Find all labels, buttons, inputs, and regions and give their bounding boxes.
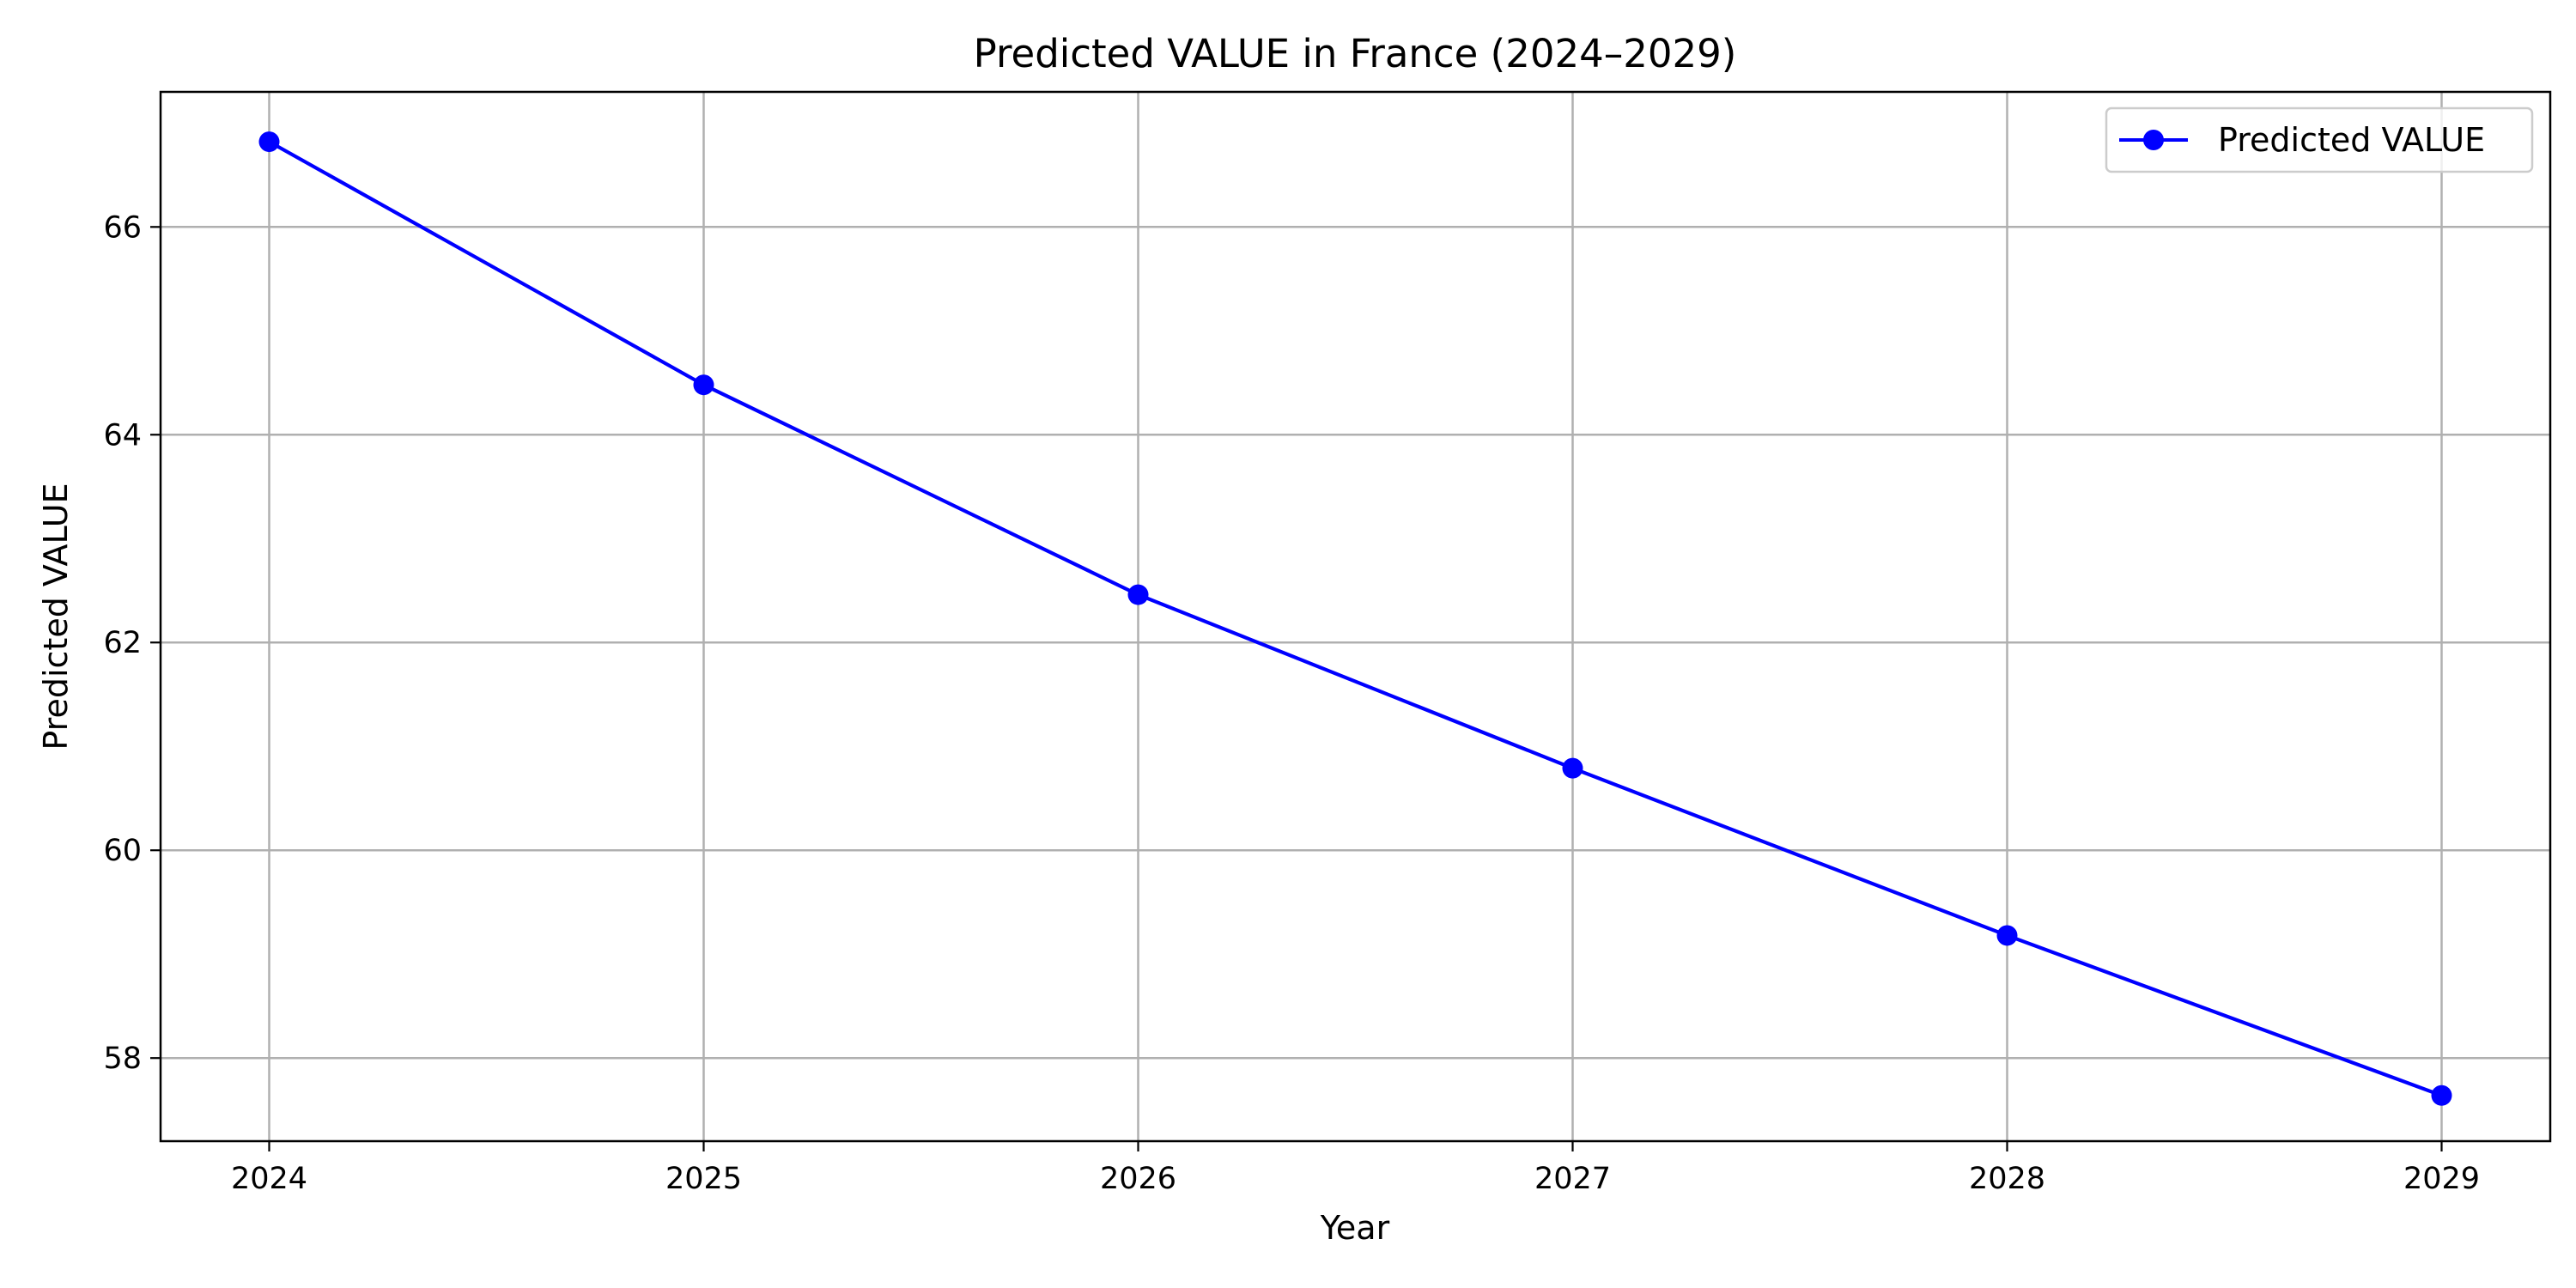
legend-box	[2105, 106, 2534, 173]
series-line	[268, 140, 2443, 1097]
y-tick-label: 66	[103, 210, 142, 245]
x-tick-label: 2024	[231, 1162, 307, 1196]
data-point	[1127, 584, 1149, 605]
data-point	[1996, 925, 2018, 946]
data-point	[2431, 1084, 2452, 1106]
y-tick-label: 64	[103, 418, 142, 453]
data-point	[693, 374, 714, 396]
data-point	[258, 131, 280, 153]
x-tick-label: 2027	[1534, 1162, 1611, 1196]
y-tick-label: 60	[103, 834, 142, 868]
x-tick-label: 2025	[665, 1162, 742, 1196]
legend: Predicted VALUE	[2105, 106, 2534, 173]
chart-title: Predicted VALUE in France (2024–2029)	[974, 31, 1737, 76]
data-point	[1562, 757, 1583, 779]
legend-entry-label: Predicted VALUE	[2218, 121, 2485, 159]
y-tick-label: 58	[103, 1042, 142, 1076]
x-axis-label: Year	[1320, 1209, 1390, 1247]
grid-lines	[161, 92, 2550, 1141]
x-tick-label: 2028	[1969, 1162, 2045, 1196]
y-axis-label: Predicted VALUE	[37, 483, 75, 750]
y-tick-label: 62	[103, 626, 142, 660]
legend-marker-swatch	[2143, 130, 2164, 150]
data-series	[258, 131, 2452, 1106]
x-axis-ticks: 2024 2025 2026 2027 2028 2029	[231, 1141, 2480, 1196]
plot-area-frame	[159, 90, 2552, 1143]
x-tick-label: 2029	[2403, 1162, 2480, 1196]
x-tick-label: 2026	[1100, 1162, 1176, 1196]
y-axis-ticks: 58 60 62 64 66	[103, 210, 161, 1076]
